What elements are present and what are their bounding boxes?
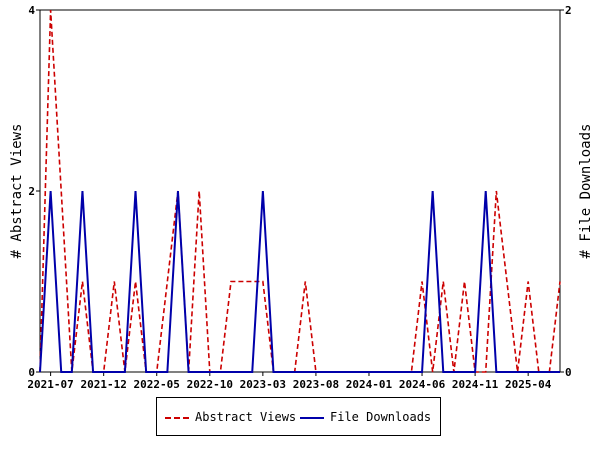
series-line-abstract-views [39, 9, 561, 373]
legend-swatch-file-downloads [300, 416, 324, 419]
legend-label-abstract-views: Abstract Views [195, 410, 297, 424]
y-left-tick-label: 4 [28, 4, 35, 17]
legend-item-abstract-views: Abstract Views [165, 410, 296, 424]
x-tick-label: 2021-07 [27, 378, 73, 391]
x-tick-label: 2024-01 [346, 378, 393, 391]
x-tick-label: 2024-06 [399, 378, 446, 391]
y-left-tick-label: 0 [28, 366, 35, 379]
y-right-tick-label: 2 [565, 4, 572, 17]
legend-swatch-abstract-views [165, 416, 189, 419]
plot-area: 0 2 4 0 2 2021-07 2021-12 2022-05 2022-10 2023-03… [9, 4, 594, 391]
y-left-tick-label: 2 [28, 185, 35, 198]
y-right-axis-title: # File Downloads [578, 124, 594, 259]
legend-item-file-downloads: File Downloads [300, 410, 431, 424]
legend: Abstract Views File Downloads [156, 397, 441, 436]
x-tick-label: 2023-03 [240, 378, 286, 391]
x-tick-label: 2024-11 [452, 378, 499, 391]
x-tick-label: 2021-12 [80, 378, 126, 391]
plot-frame [39, 9, 561, 373]
legend-label-file-downloads: File Downloads [330, 410, 432, 424]
x-tick-label: 2023-08 [293, 378, 339, 391]
y-left-axis-title: # Abstract Views [9, 124, 25, 259]
x-tick-label: 2022-05 [134, 378, 180, 391]
x-tick-label: 2025-04 [505, 378, 552, 391]
x-tick-label: 2022-10 [187, 378, 233, 391]
y-right-tick-label: 0 [565, 366, 572, 379]
series-line-file-downloads [39, 190, 560, 373]
